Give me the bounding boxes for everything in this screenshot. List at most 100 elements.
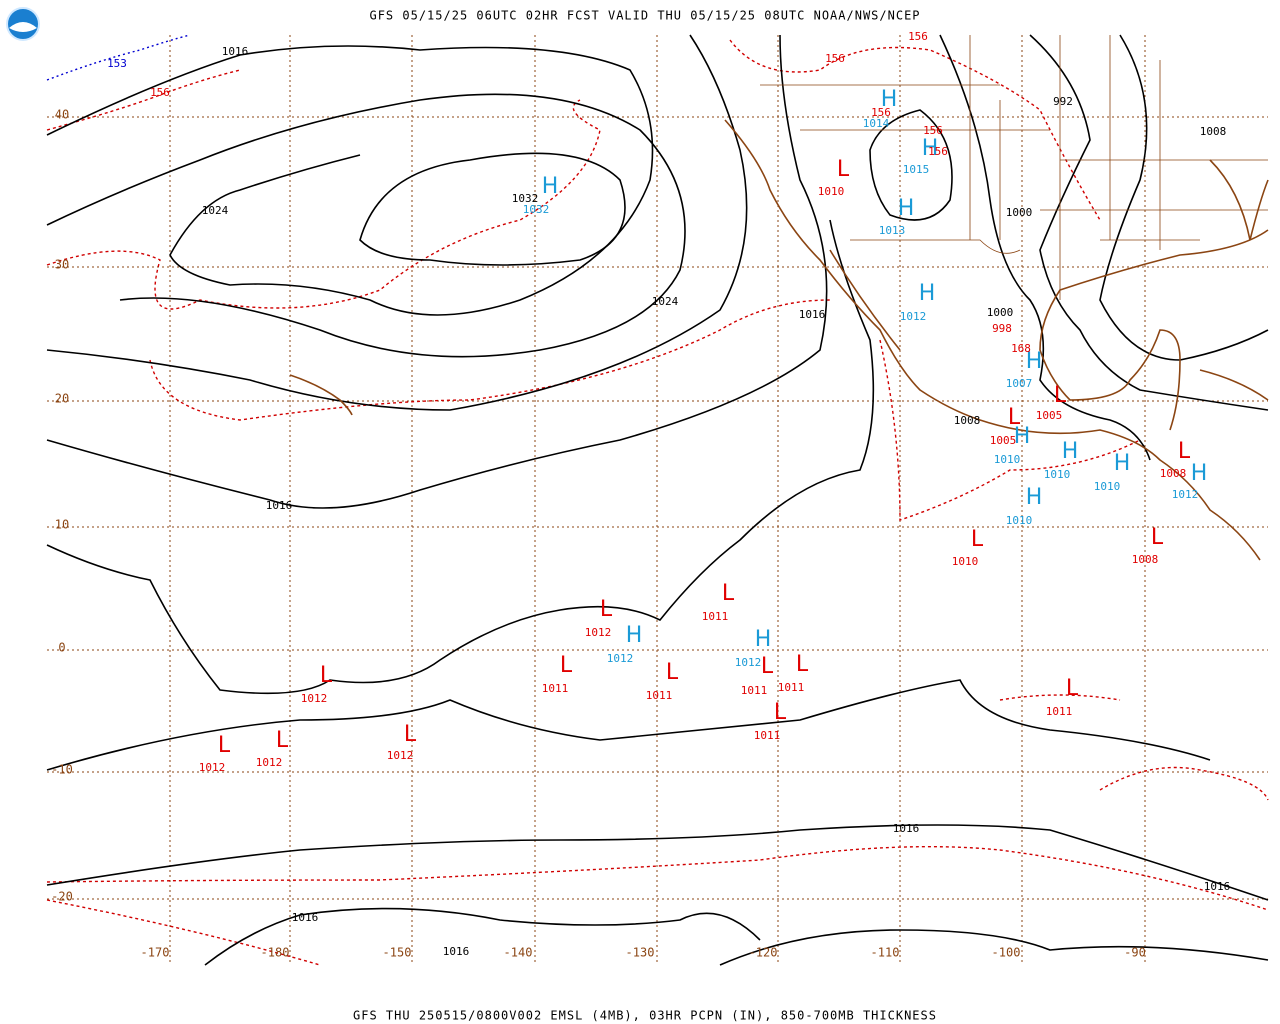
low-pressure: 1012 [256,756,283,769]
low-pressure: 1010 [818,185,845,198]
isobar [719,929,1269,966]
longitude-label: -130 [626,946,655,960]
low-pressure: 1011 [754,729,781,742]
latitude-label: 0 [58,641,65,655]
high-symbol: H [1114,451,1131,476]
high-symbol: H [898,196,915,221]
latitude-label: 40 [55,108,69,122]
isobars [46,34,1269,966]
isobar-label: 1016 [292,911,319,924]
high-pressure: 1007 [1006,377,1033,390]
longitude-label: -120 [749,946,778,960]
low-symbol: L [218,733,231,758]
grid [47,35,1268,965]
low-symbol: L [796,652,809,677]
thickness-label: 156 [150,86,170,99]
map-footer: GFS THU 250515/0800V002 EMSL (4MB), 03HR… [353,1009,937,1023]
high-pressure: 1012 [1172,488,1199,501]
low-pressure: 1012 [585,626,612,639]
isobar-label: 1016 [222,45,249,58]
coastlines [289,119,1269,561]
high-pressure: 1012 [900,310,927,323]
high-symbol: H [1026,485,1043,510]
isobar [46,219,875,695]
longitude-label: -90 [1124,946,1146,960]
isobar [46,679,1211,771]
high-symbol: H [542,174,559,199]
coastline [724,119,1261,561]
high-symbol: H [1191,461,1208,486]
thickness-line [46,69,241,131]
low-symbol: L [1151,525,1164,550]
low-symbol: L [276,728,289,753]
isobar-label: 1000 [987,306,1014,319]
latitude-label: -20 [51,890,73,904]
longitude-label: -110 [871,946,900,960]
thickness-label: 156 [825,52,845,65]
isobar [359,152,626,266]
low-symbol: L [666,660,679,685]
isobar-label: 1016 [799,308,826,321]
high-pressure: 1010 [1044,468,1071,481]
low-pressure: 1008 [1160,467,1187,480]
low-symbol: L [560,653,573,678]
precip-label: 153 [107,57,127,70]
low-symbol: L [1008,405,1021,430]
high-symbol: H [922,136,939,161]
isobar-label: 1032 [512,192,539,205]
thickness-line [879,339,1141,521]
isobar [46,824,1269,901]
low-pressure: 1012 [301,692,328,705]
latitude-label: -10 [51,763,73,777]
high-symbol: H [881,87,898,112]
high-pressure: 1014 [863,117,890,130]
isobar-label: 1024 [652,295,679,308]
isobar [1029,34,1269,411]
isobar-label: 1008 [954,414,981,427]
longitude-label: -180 [261,946,290,960]
isobar-label: 992 [1053,95,1073,108]
low-symbol: L [1178,439,1191,464]
longitude-label: -150 [383,946,412,960]
map-title: GFS 05/15/25 06UTC 02HR FCST VALID THU 0… [369,9,920,23]
isobar [869,109,953,221]
coastline [1209,159,1269,241]
isobar-label: 1016 [266,499,293,512]
high-symbol: H [1062,439,1079,464]
longitude-label: -170 [141,946,170,960]
isobar [46,34,828,509]
low-pressure: 1011 [741,684,768,697]
isobar-label: 1016 [893,822,920,835]
low-symbol: L [600,597,613,622]
high-pressure: 1032 [523,203,550,216]
isobar [1099,34,1269,361]
low-symbol: L [722,581,735,606]
isobar-label: 1016 [443,945,470,958]
high-pressure: 1010 [1006,514,1033,527]
isobar-label: 1000 [1006,206,1033,219]
thickness-line [999,694,1121,701]
isobar-label: 1008 [1200,125,1227,138]
low-pressure: 1012 [387,749,414,762]
thickness-label: 156 [928,145,948,158]
thickness-line [1099,766,1269,801]
borders [760,35,1268,300]
low-symbol: L [1066,676,1079,701]
low-pressure: 1005 [1036,409,1063,422]
high-symbol: H [755,627,772,652]
border [760,35,1268,300]
low-pressure: 1011 [1046,705,1073,718]
thickness-line [46,845,1269,911]
low-pressure: 1005 [990,434,1017,447]
coastline [1199,369,1269,401]
isobar [939,34,1151,461]
latitude-label: 10 [55,518,69,532]
high-pressure: 1010 [1094,480,1121,493]
low-pressure: 1011 [778,681,805,694]
low-symbol: L [971,527,984,552]
low-symbol: L [320,663,333,688]
longitude-label: -100 [992,946,1021,960]
isobar [46,34,748,411]
low-symbol: L [404,722,417,747]
